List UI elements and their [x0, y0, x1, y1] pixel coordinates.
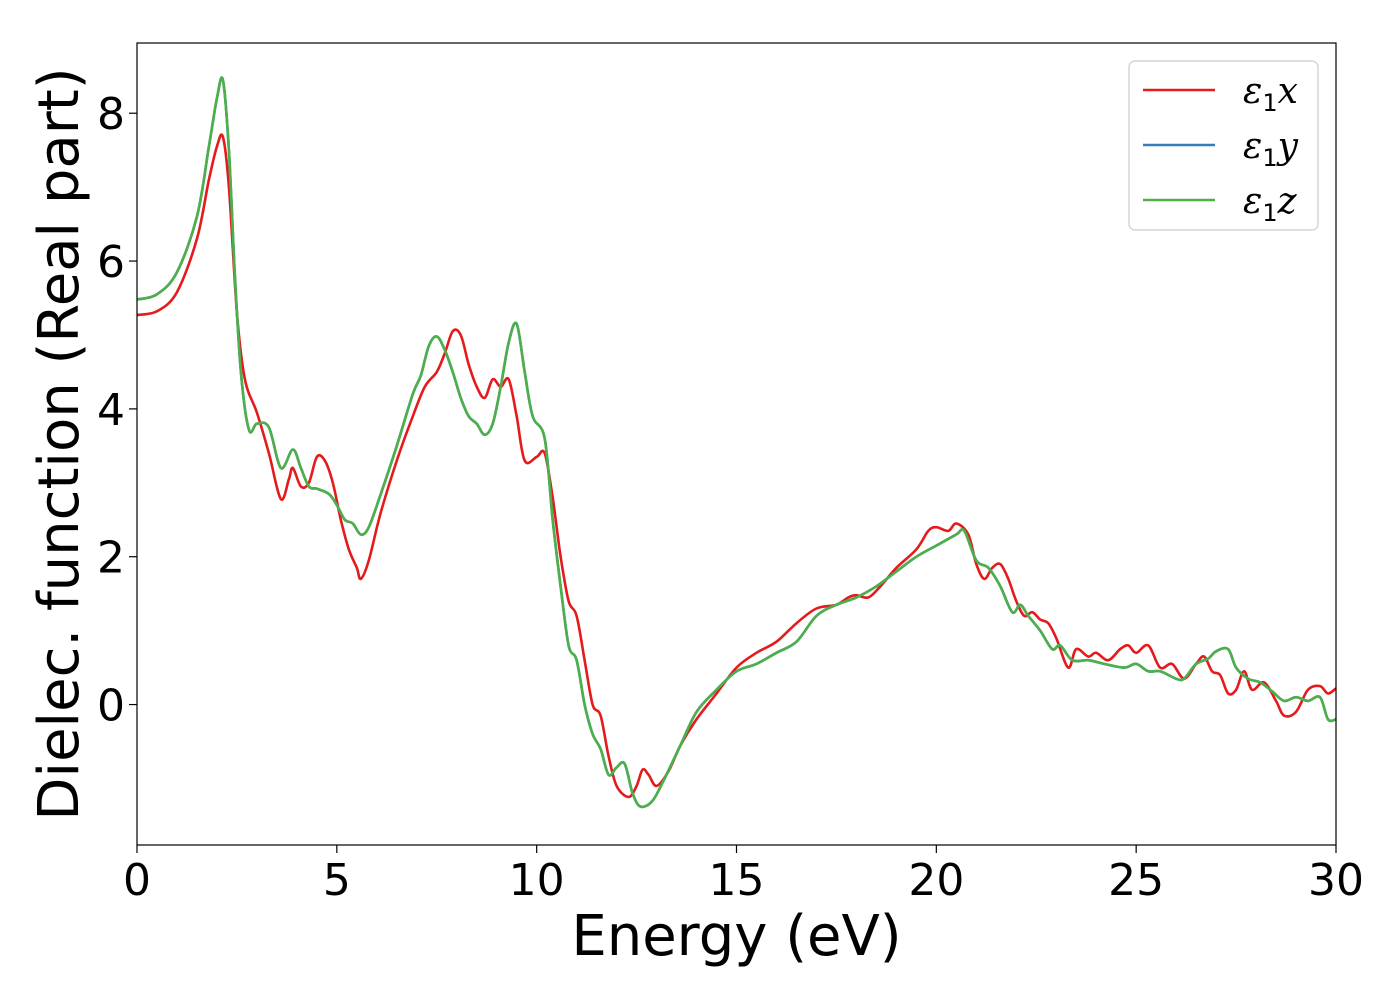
legend-label: ε1z — [1243, 181, 1298, 227]
legend: ε1x ε1y ε1z — [1128, 60, 1319, 231]
series-line-x — [136, 133, 1337, 799]
y-tick-label: 6 — [97, 237, 125, 288]
legend-box — [1128, 60, 1319, 231]
x-tick-label: 20 — [908, 855, 964, 906]
y-tick-label: 8 — [97, 89, 125, 140]
y-tick-label: 2 — [97, 533, 125, 584]
x-axis-title: Energy (eV) — [571, 904, 901, 969]
y-axis-title: Dielec. function (Real part) — [27, 67, 92, 820]
series-layer — [136, 76, 1337, 809]
x-tick-label: 0 — [123, 855, 151, 906]
y-tick-label: 0 — [97, 681, 125, 732]
x-tick-label: 5 — [323, 855, 351, 906]
x-tick-label: 10 — [509, 855, 565, 906]
y-tick-label: 4 — [97, 385, 125, 436]
legend-label: ε1y — [1243, 126, 1299, 172]
x-axis: 0 5 10 15 20 25 30 — [123, 845, 1364, 906]
series-line-z — [136, 76, 1337, 809]
x-tick-label: 25 — [1108, 855, 1164, 906]
y-axis: 0 2 4 6 8 — [97, 89, 137, 732]
x-tick-label: 30 — [1308, 855, 1364, 906]
x-tick-label: 15 — [709, 855, 765, 906]
legend-label: ε1x — [1243, 71, 1298, 117]
